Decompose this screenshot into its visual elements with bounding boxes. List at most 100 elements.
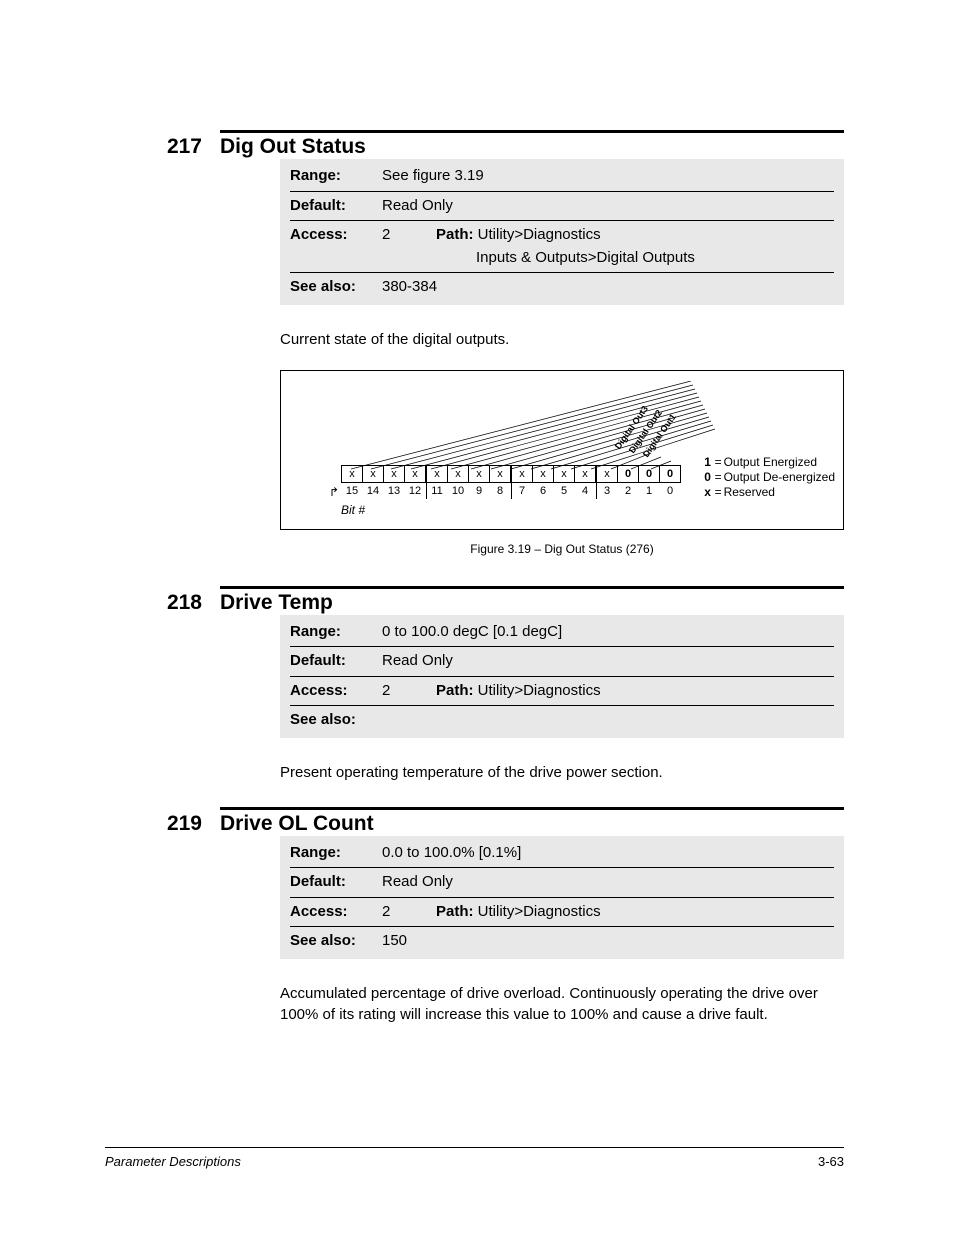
bit-value-cell: 0 xyxy=(660,465,681,482)
bit-number-cell: 6 xyxy=(533,482,554,499)
access-path: 2 Path: Utility>Diagnostics xyxy=(382,901,834,924)
bit-number-row: 1514131211109876543210 xyxy=(342,482,681,499)
rule-thick xyxy=(220,807,844,810)
legend-row-2: x=Reserved xyxy=(703,485,835,500)
default-row: Default: Read Only xyxy=(290,195,834,218)
bit-value-cell: x xyxy=(363,465,384,482)
access-row: Access: 2 Path: Utility>Diagnostics Inpu… xyxy=(290,224,834,269)
bit-number-cell: 12 xyxy=(405,482,427,499)
bit-number-cell: 10 xyxy=(448,482,469,499)
bit-value-cell: 0 xyxy=(618,465,639,482)
description: Present operating temperature of the dri… xyxy=(280,762,844,783)
access-label: Access: xyxy=(290,224,382,247)
rule-thin xyxy=(290,926,834,927)
bit-value-cell: x xyxy=(511,465,533,482)
bit-value-cell: x xyxy=(533,465,554,482)
bit-value-cell: 0 xyxy=(639,465,660,482)
rule-thick xyxy=(220,130,844,133)
legend: 1=Output Energized 0=Output De-energized… xyxy=(703,455,835,500)
param-number: 219 xyxy=(105,812,202,836)
default-value: Read Only xyxy=(382,195,834,218)
figure-319: Digital Out3 Digital Out2 Digital Out1 ↱… xyxy=(280,370,844,530)
bit-number-cell: 3 xyxy=(596,482,618,499)
bit-value-cell: x xyxy=(405,465,427,482)
access-path: 2 Path: Utility>Diagnostics xyxy=(382,680,834,703)
bit-number-cell: 9 xyxy=(469,482,490,499)
figure-caption: Figure 3.19 – Dig Out Status (276) xyxy=(280,542,844,556)
bit-value-cell: x xyxy=(469,465,490,482)
legend-row-1: 0=Output De-energized xyxy=(703,470,835,485)
param-title: Drive Temp xyxy=(220,591,333,615)
path-block: Path: Utility>Diagnostics xyxy=(436,680,601,703)
bit-value-cell: x xyxy=(384,465,405,482)
bit-number-cell: 4 xyxy=(575,482,597,499)
seealso-row: See also: xyxy=(290,709,834,732)
default-label: Default: xyxy=(290,650,382,673)
bit-value-cell: x xyxy=(490,465,512,482)
bit-value-cell: x xyxy=(554,465,575,482)
access-label: Access: xyxy=(290,680,382,703)
param-title: Drive OL Count xyxy=(220,812,374,836)
seealso-label: See also: xyxy=(290,276,382,299)
legend-row-0: 1=Output Energized xyxy=(703,455,835,470)
title-row: 219 Drive OL Count xyxy=(105,812,844,836)
title-row: 217 Dig Out Status xyxy=(105,135,844,159)
info-box: Range: 0 to 100.0 degC [0.1 degC] Defaul… xyxy=(280,615,844,738)
param-219: 219 Drive OL Count Range: 0.0 to 100.0% … xyxy=(105,807,844,1025)
seealso-value: 150 xyxy=(382,930,834,953)
access-path: 2 Path: Utility>Diagnostics Inputs & Out… xyxy=(382,224,834,269)
rule-thin xyxy=(290,676,834,677)
title-row: 218 Drive Temp xyxy=(105,591,844,615)
bit-table: xxxxxxxxxxxxx000 1514131211109876543210 xyxy=(341,465,681,499)
range-row: Range: 0.0 to 100.0% [0.1%] xyxy=(290,842,834,865)
access-label: Access: xyxy=(290,901,382,924)
bit-number-cell: 1 xyxy=(639,482,660,499)
rule-thin xyxy=(290,191,834,192)
bit-value-cell: x xyxy=(426,465,448,482)
path-block: Path: Utility>Diagnostics xyxy=(436,901,601,924)
default-label: Default: xyxy=(290,195,382,218)
access-row: Access: 2 Path: Utility>Diagnostics xyxy=(290,901,834,924)
bit-number-cell: 14 xyxy=(363,482,384,499)
path-label: Path: xyxy=(436,903,474,920)
rule-thin xyxy=(290,272,834,273)
bit-value-cell: x xyxy=(448,465,469,482)
bit-number-cell: 11 xyxy=(426,482,448,499)
path-line-0: Utility>Diagnostics xyxy=(478,226,601,243)
access-row: Access: 2 Path: Utility>Diagnostics xyxy=(290,680,834,703)
seealso-row: See also: 380-384 xyxy=(290,276,834,299)
path-line-1: Inputs & Outputs>Digital Outputs xyxy=(476,249,695,266)
bit-value-cell: x xyxy=(596,465,618,482)
description: Current state of the digital outputs. xyxy=(280,329,844,350)
info-box: Range: See figure 3.19 Default: Read Onl… xyxy=(280,159,844,305)
param-218: 218 Drive Temp Range: 0 to 100.0 degC [0… xyxy=(105,586,844,783)
rule-thin xyxy=(290,220,834,221)
bit-number-cell: 5 xyxy=(554,482,575,499)
rule-thick xyxy=(220,586,844,589)
rule-thin xyxy=(290,646,834,647)
access-value: 2 xyxy=(382,901,436,924)
access-value: 2 xyxy=(382,680,436,703)
seealso-row: See also: 150 xyxy=(290,930,834,953)
rule-thin xyxy=(290,705,834,706)
seealso-label: See also: xyxy=(290,709,382,732)
rule-thin xyxy=(290,897,834,898)
range-row: Range: 0 to 100.0 degC [0.1 degC] xyxy=(290,621,834,644)
info-box: Range: 0.0 to 100.0% [0.1%] Default: Rea… xyxy=(280,836,844,959)
page: 217 Dig Out Status Range: See figure 3.1… xyxy=(0,0,954,1235)
default-label: Default: xyxy=(290,871,382,894)
path-label: Path: xyxy=(436,682,474,699)
default-value: Read Only xyxy=(382,871,834,894)
seealso-value: 380-384 xyxy=(382,276,834,299)
bit-number-cell: 0 xyxy=(660,482,681,499)
default-value: Read Only xyxy=(382,650,834,673)
default-row: Default: Read Only xyxy=(290,871,834,894)
range-value: 0 to 100.0 degC [0.1 degC] xyxy=(382,621,834,644)
path-line-0: Utility>Diagnostics xyxy=(478,682,601,699)
arrow-icon: ↱ xyxy=(329,485,339,499)
bit-number-cell: 13 xyxy=(384,482,405,499)
footer-page: 3-63 xyxy=(818,1154,844,1169)
path-block: Path: Utility>Diagnostics Inputs & Outpu… xyxy=(436,224,695,269)
param-number: 217 xyxy=(105,135,202,159)
bit-value-cell: x xyxy=(575,465,597,482)
